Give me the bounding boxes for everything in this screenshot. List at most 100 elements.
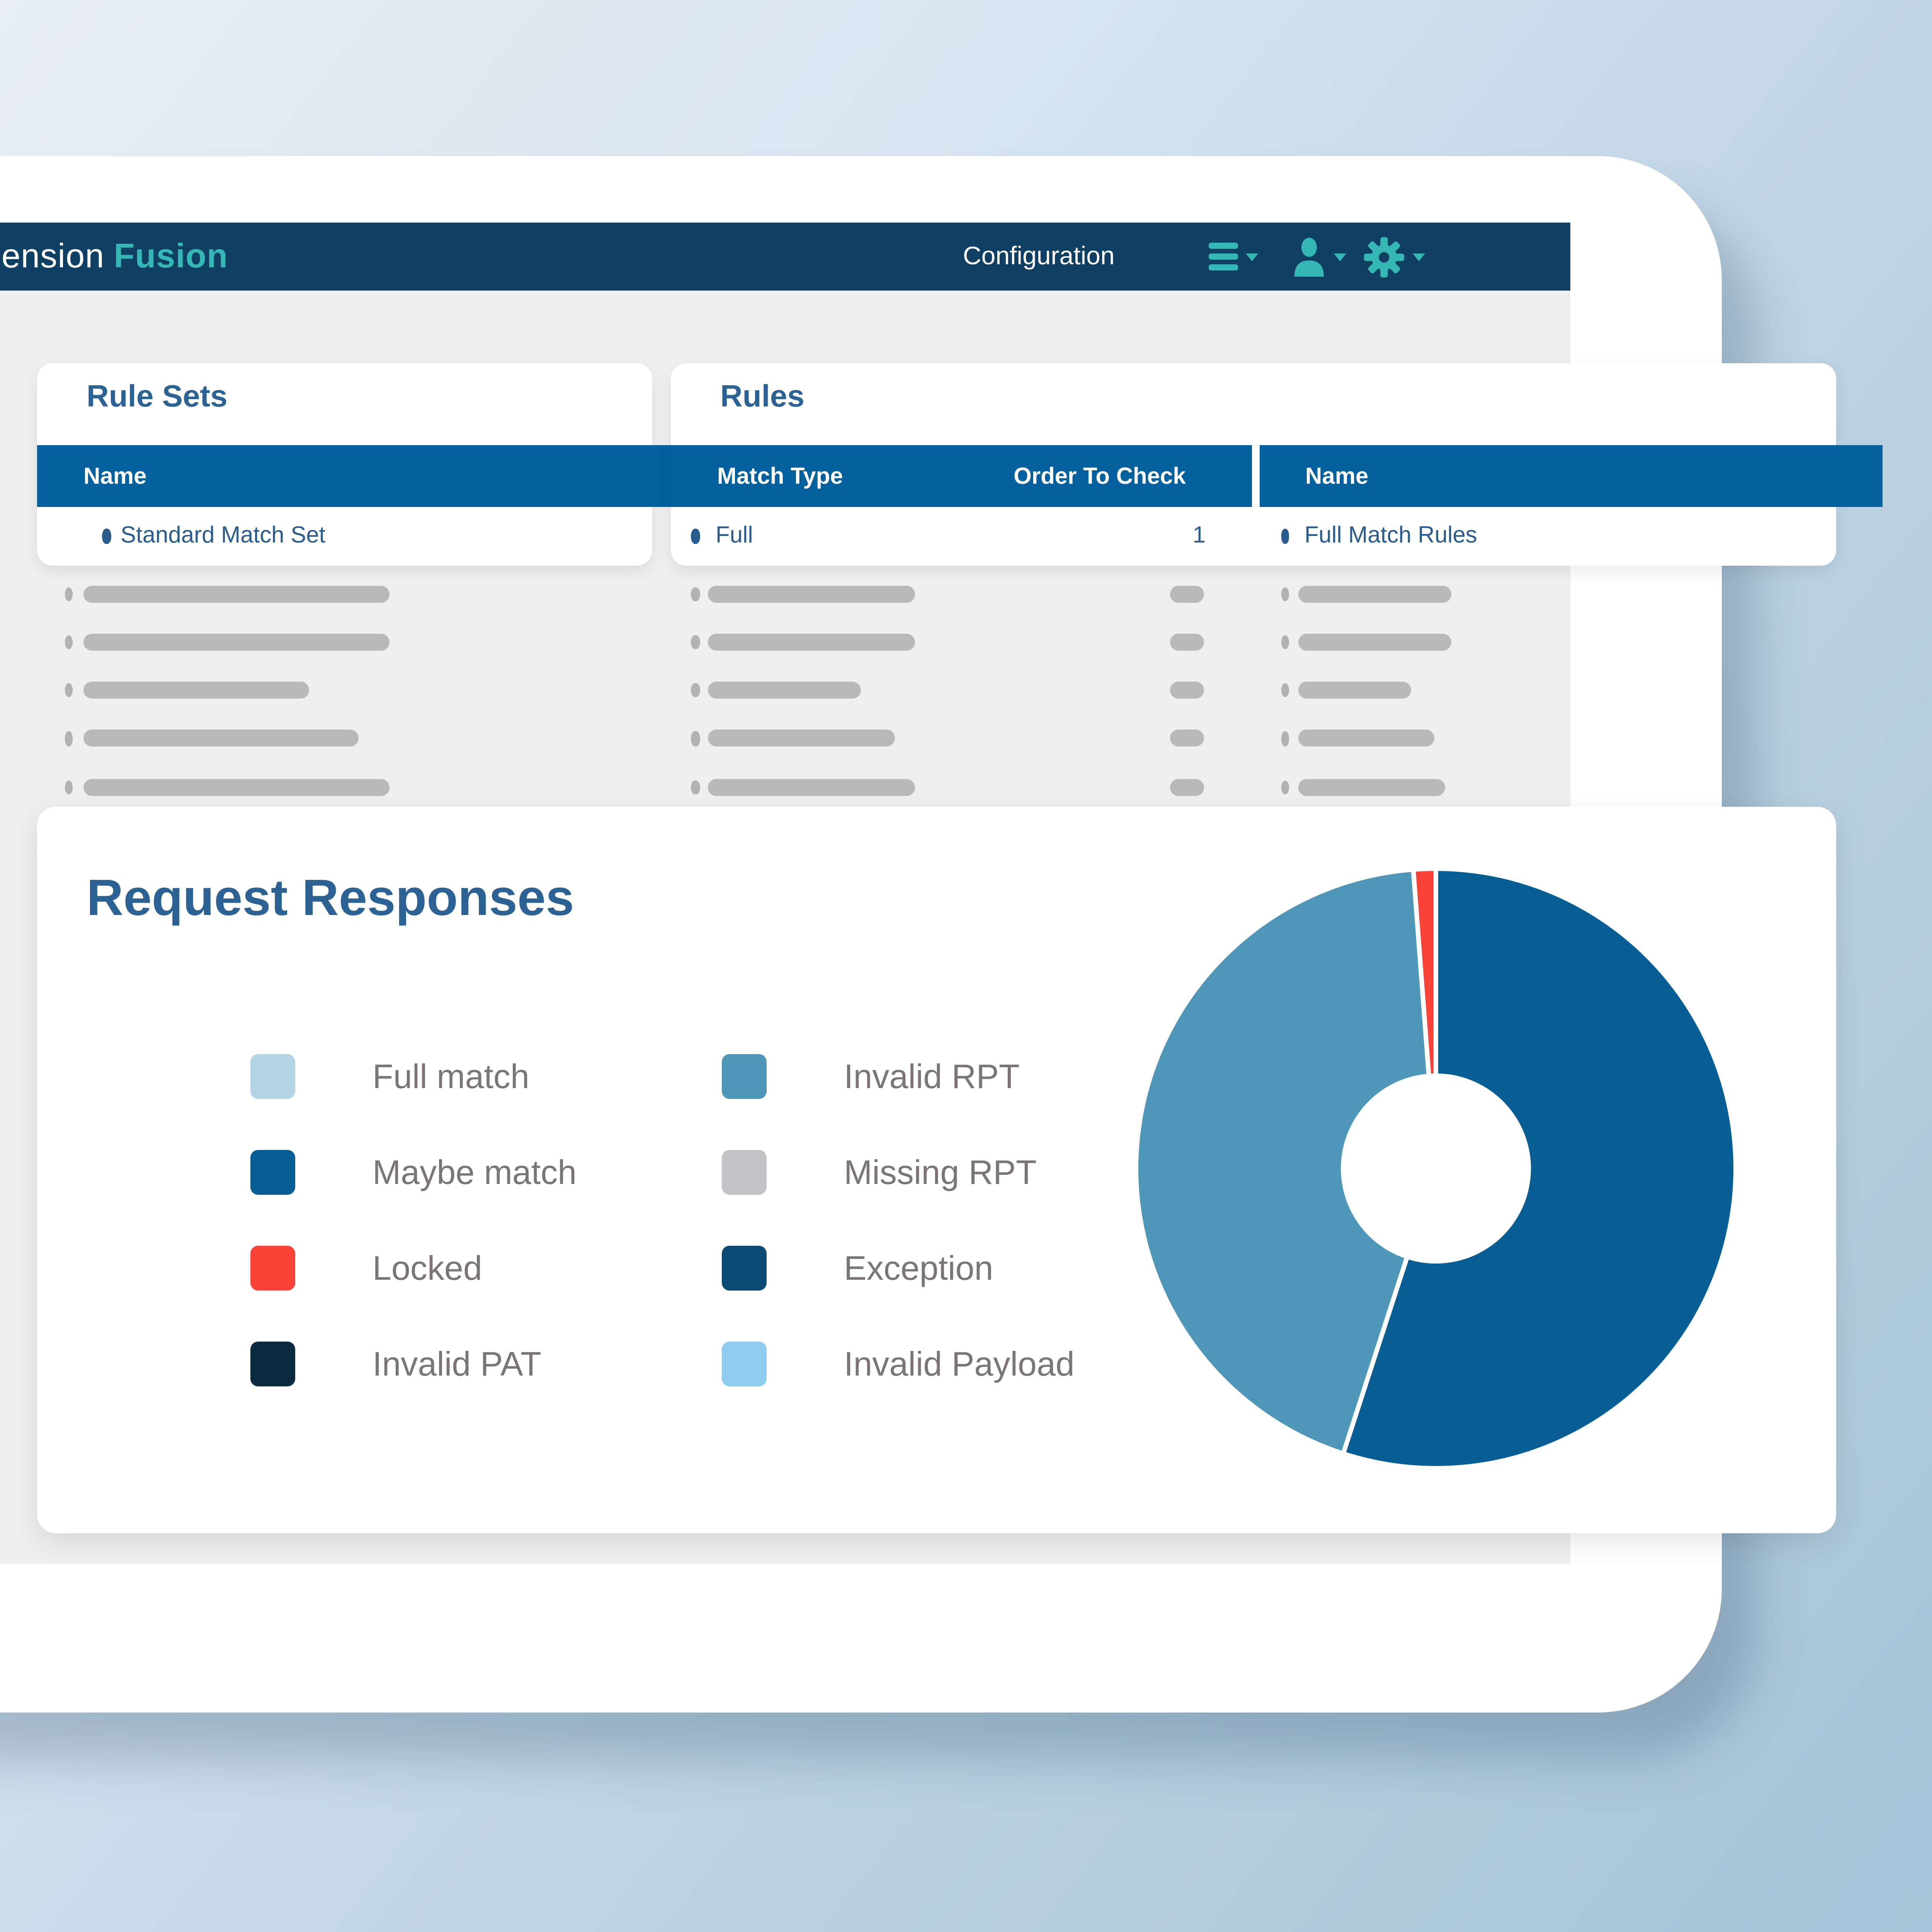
column-header-name: Name — [1259, 445, 1883, 507]
skeleton-row — [0, 633, 1932, 650]
legend-label: Invalid Payload — [844, 1344, 1075, 1383]
chart-legend-left: Full match Maybe match Locked Invalid PAT — [250, 1054, 577, 1386]
skeleton-row — [0, 681, 1932, 698]
skeleton-bar — [1298, 633, 1451, 650]
settings-dropdown-button[interactable] — [1363, 223, 1425, 291]
bullet-icon — [691, 529, 699, 543]
legend-item: Exception — [722, 1246, 1075, 1291]
legend-label: Invalid PAT — [372, 1344, 541, 1383]
legend-label: Missing RPT — [844, 1152, 1037, 1191]
chevron-down-icon — [1334, 253, 1346, 260]
skeleton-bar — [1298, 778, 1445, 795]
skeleton-bar — [1298, 681, 1411, 698]
brand-word-fusion: Fusion — [114, 236, 228, 275]
chart-legend-right: Invalid RPT Missing RPT Exception Invalid P… — [722, 1054, 1075, 1386]
legend-label: Maybe match — [372, 1152, 577, 1191]
skeleton-bar — [1170, 585, 1204, 602]
brand-word-pension: Pension — [0, 236, 105, 275]
brand-name: Pension Fusion — [0, 223, 228, 291]
bullet-icon — [102, 529, 111, 543]
legend-swatch — [250, 1150, 295, 1195]
legend-swatch — [250, 1054, 295, 1099]
bullet-icon — [65, 780, 73, 794]
bullet-icon — [1281, 587, 1289, 601]
rule-order-to-check: 1 — [1192, 523, 1206, 549]
bullet-icon — [691, 634, 700, 649]
bullet-icon — [65, 682, 73, 697]
column-header-name: Name — [37, 445, 699, 507]
bullet-icon — [1281, 780, 1289, 794]
skeleton-bar — [1298, 585, 1451, 602]
skeleton-bar — [708, 633, 915, 650]
column-header-order-to-check: Order To Check — [947, 445, 1252, 507]
legend-swatch — [722, 1054, 767, 1099]
request-responses-panel: Request Responses Full match Maybe match L… — [37, 807, 1836, 1533]
skeleton-bar — [83, 778, 389, 795]
rule-name: Full Match Rules — [1304, 523, 1477, 549]
skeleton-bar — [1170, 778, 1204, 795]
skeleton-row — [0, 730, 1932, 747]
skeleton-row — [0, 585, 1932, 602]
bullet-icon — [691, 780, 700, 794]
rule-sets-panel: Rule Sets Name Standard Match Set — [37, 363, 699, 565]
donut-slice-locked — [1411, 866, 1438, 1078]
bullet-icon — [65, 587, 73, 601]
rule-set-row[interactable]: Standard Match Set — [37, 507, 652, 565]
legend-item: Missing RPT — [722, 1150, 1075, 1195]
legend-item: Invalid PAT — [250, 1342, 577, 1386]
rules-panel: Rules Match Type Order To Check Name Ful… — [671, 363, 1883, 565]
column-header-match-type: Match Type — [671, 445, 987, 507]
bullet-icon — [1281, 682, 1289, 697]
legend-item: Invalid RPT — [722, 1054, 1075, 1099]
legend-label: Locked — [372, 1248, 482, 1287]
skeleton-bar — [708, 730, 895, 747]
bullet-icon — [1281, 529, 1289, 543]
skeleton-bar — [708, 778, 915, 795]
legend-swatch — [722, 1246, 767, 1291]
legend-label: Invalid RPT — [844, 1056, 1020, 1095]
menu-dropdown-button[interactable] — [1209, 223, 1258, 291]
gear-icon — [1364, 236, 1404, 277]
nav-configuration[interactable]: Configuration — [963, 242, 1115, 270]
chevron-down-icon — [1413, 253, 1425, 260]
user-dropdown-button[interactable] — [1292, 223, 1346, 291]
hamburger-menu-icon — [1209, 243, 1238, 270]
legend-item: Locked — [250, 1246, 577, 1291]
navbar: Pension Fusion Configuration — [0, 223, 1570, 291]
rule-row[interactable]: Full 1 Full Match Rules — [671, 507, 1836, 565]
legend-item: Invalid Payload — [722, 1342, 1075, 1386]
legend-swatch — [250, 1342, 295, 1386]
legend-swatch — [722, 1342, 767, 1386]
skeleton-bar — [83, 585, 389, 602]
bullet-icon — [65, 634, 73, 649]
bullet-icon — [691, 682, 700, 697]
chevron-down-icon — [1246, 253, 1258, 260]
rule-sets-title: Rule Sets — [87, 380, 228, 414]
bullet-icon — [65, 731, 73, 746]
donut-chart — [1127, 859, 1745, 1478]
skeleton-bar — [708, 585, 915, 602]
chart-title: Request Responses — [87, 869, 574, 926]
bullet-icon — [691, 587, 700, 601]
rule-set-name: Standard Match Set — [121, 523, 326, 549]
skeleton-bar — [1170, 730, 1204, 747]
skeleton-row — [0, 778, 1932, 795]
donut-slice-maybe-match — [1341, 866, 1738, 1471]
bullet-icon — [691, 731, 700, 746]
legend-item: Full match — [250, 1054, 577, 1099]
legend-swatch — [722, 1150, 767, 1195]
skeleton-bar — [1170, 633, 1204, 650]
legend-item: Maybe match — [250, 1150, 577, 1195]
donut-slice-invalid-rpt — [1134, 867, 1431, 1456]
user-icon — [1294, 238, 1324, 277]
skeleton-bar — [1298, 730, 1434, 747]
bullet-icon — [1281, 731, 1289, 746]
legend-label: Full match — [372, 1056, 529, 1095]
legend-label: Exception — [844, 1248, 993, 1287]
rules-title: Rules — [720, 380, 804, 414]
bullet-icon — [1281, 634, 1289, 649]
skeleton-bar — [83, 730, 358, 747]
legend-swatch — [250, 1246, 295, 1291]
skeleton-bar — [83, 633, 389, 650]
